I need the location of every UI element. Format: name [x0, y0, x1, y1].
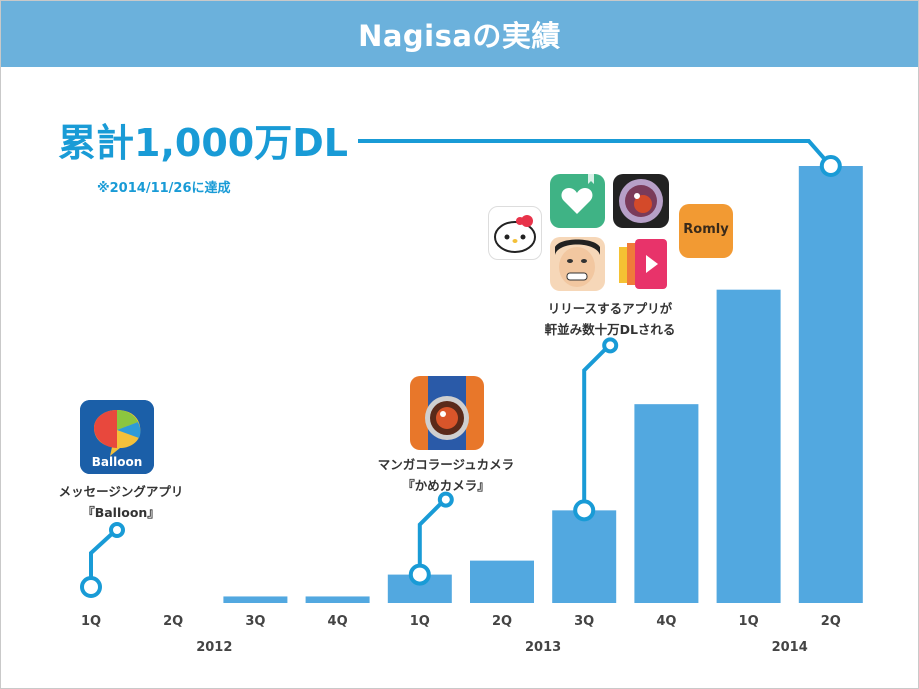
x-tick-label: 1Q [81, 614, 101, 629]
funny-face-icon [555, 239, 600, 287]
apps-annotation-line2: 軒並み数十万DLされる [544, 322, 676, 337]
x-tick-label: 1Q [410, 614, 430, 629]
year-label: 2012 [196, 640, 232, 655]
x-tick-label: 4Q [328, 614, 348, 629]
heart-icon [561, 174, 594, 214]
balloon-annotation-line2: 『Balloon』 [82, 505, 160, 520]
headline-total: 累計1,000万DL [58, 121, 348, 165]
cat-face-icon [494, 215, 536, 253]
x-tick-label: 4Q [656, 614, 676, 629]
bar-3 [305, 596, 370, 603]
x-tick-label: 2Q [492, 614, 512, 629]
crow-app-icon [613, 174, 669, 228]
balloon-app-icon: Balloon [80, 400, 154, 474]
balloon-icon-label: Balloon [91, 455, 143, 469]
year-label: 2013 [525, 640, 561, 655]
headline-note: ※2014/11/26に達成 [97, 181, 231, 196]
kame-connector [417, 499, 446, 575]
apps-annotation: リリースするアプリが 軒並み数十万DLされる [545, 298, 676, 340]
balloon-connector [89, 529, 117, 587]
apps-marker [573, 499, 596, 522]
video-app-icon [613, 237, 669, 291]
diary-app-icon [550, 174, 605, 228]
chat-bubble-icon [80, 400, 154, 474]
slide-title: Nagisaの実績 [358, 19, 561, 53]
x-tick-label: 3Q [574, 614, 594, 629]
apps-connector-end [602, 337, 619, 354]
kame-annotation-line2: 『かめカメラ』 [402, 478, 490, 493]
kitty-app-icon [488, 206, 542, 260]
bar-7 [634, 404, 699, 603]
year-label: 2014 [772, 640, 808, 655]
total-connector [358, 139, 833, 168]
apps-connector [582, 344, 610, 511]
apps-annotation-line1: リリースするアプリが [547, 301, 673, 316]
balloon-annotation: メッセージングアプリ 『Balloon』 [59, 481, 184, 523]
x-tick-label: 3Q [245, 614, 265, 629]
kame-annotation: マンガコラージュカメラ 『かめカメラ』 [378, 454, 514, 496]
balloon-annotation-line1: メッセージングアプリ [58, 484, 184, 499]
bar-9 [798, 166, 863, 604]
kame-marker [408, 563, 431, 586]
x-tick-label: 2Q [821, 614, 841, 629]
camera-lens-icon [410, 376, 484, 450]
bar-2 [223, 596, 288, 603]
x-tick-label: 2Q [163, 614, 183, 629]
balloon-marker [80, 576, 102, 598]
crow-icon [619, 179, 663, 223]
kame-annotation-line1: マンガコラージュカメラ [377, 457, 515, 472]
bar-5 [470, 560, 534, 603]
romly-app-icon: Romly [679, 204, 733, 258]
total-marker [819, 155, 842, 178]
slide-header: Nagisaの実績 [1, 1, 918, 67]
x-tick-label: 1Q [739, 614, 759, 629]
bar-6 [552, 510, 617, 603]
face-app-icon [550, 237, 605, 291]
play-icon [619, 239, 667, 289]
kame-camera-app-icon [410, 376, 484, 450]
bar-8 [716, 289, 781, 603]
kame-connector-end [437, 491, 454, 508]
balloon-connector-end [109, 522, 125, 538]
romly-icon-label: Romly [683, 222, 729, 237]
